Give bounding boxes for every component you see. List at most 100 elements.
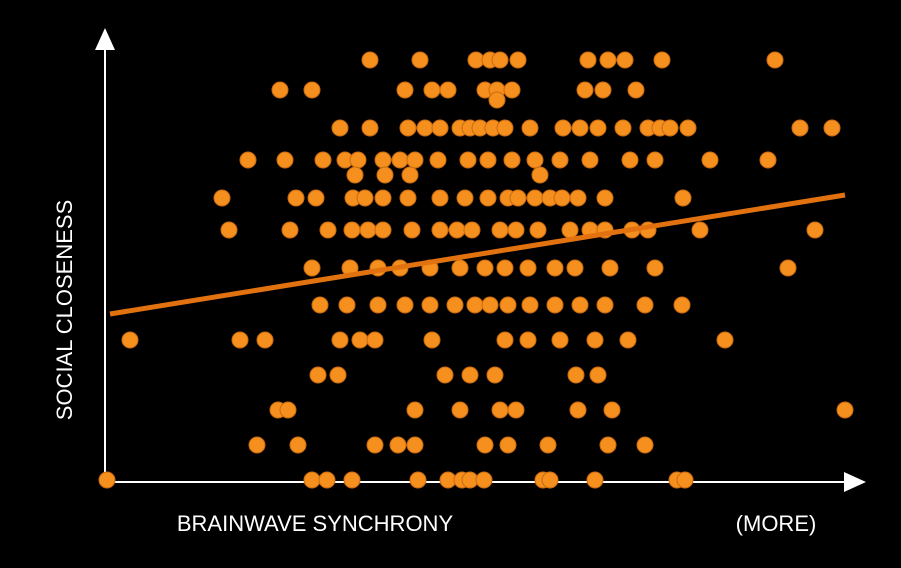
point: [239, 151, 257, 169]
point: [806, 221, 824, 239]
point: [571, 119, 589, 137]
point: [361, 51, 379, 69]
point: [303, 471, 321, 489]
point: [526, 151, 544, 169]
point: [476, 259, 494, 277]
point: [603, 401, 621, 419]
point: [411, 51, 429, 69]
point: [271, 81, 289, 99]
point: [569, 189, 587, 207]
point: [431, 119, 449, 137]
point: [836, 401, 854, 419]
point: [766, 51, 784, 69]
point: [486, 366, 504, 384]
point: [566, 259, 584, 277]
point: [661, 119, 679, 137]
point: [399, 189, 417, 207]
point: [287, 189, 305, 207]
point: [521, 119, 539, 137]
point: [396, 81, 414, 99]
point: [451, 259, 469, 277]
point: [539, 436, 557, 454]
point: [496, 331, 514, 349]
point: [423, 81, 441, 99]
point: [276, 151, 294, 169]
point: [503, 151, 521, 169]
point: [220, 221, 238, 239]
point: [621, 151, 639, 169]
point: [279, 401, 297, 419]
point: [529, 221, 547, 239]
point: [403, 221, 421, 239]
point: [599, 51, 617, 69]
y-axis-arrow: [95, 28, 115, 50]
point: [329, 366, 347, 384]
point: [338, 296, 356, 314]
point: [589, 366, 607, 384]
point: [496, 259, 514, 277]
point: [509, 189, 527, 207]
point: [531, 166, 549, 184]
point: [491, 221, 509, 239]
point: [526, 189, 544, 207]
point: [346, 166, 364, 184]
point: [376, 166, 394, 184]
point: [431, 221, 449, 239]
point: [389, 436, 407, 454]
point: [553, 189, 571, 207]
x-axis-label: BRAINWAVE SYNCHRONY: [177, 511, 454, 536]
point: [581, 151, 599, 169]
point: [507, 221, 525, 239]
point: [399, 119, 417, 137]
point: [636, 436, 654, 454]
point: [507, 401, 525, 419]
point: [396, 296, 414, 314]
point: [479, 151, 497, 169]
point: [366, 436, 384, 454]
point: [674, 189, 692, 207]
point: [576, 81, 594, 99]
point: [491, 51, 509, 69]
point: [488, 91, 506, 109]
point: [451, 401, 469, 419]
point: [596, 189, 614, 207]
point: [421, 296, 439, 314]
point: [614, 119, 632, 137]
point: [616, 51, 634, 69]
point: [571, 296, 589, 314]
point: [599, 436, 617, 454]
point: [416, 119, 434, 137]
point: [303, 259, 321, 277]
point: [303, 81, 321, 99]
point: [589, 119, 607, 137]
point: [309, 366, 327, 384]
point: [541, 471, 559, 489]
point: [369, 296, 387, 314]
point: [569, 401, 587, 419]
point: [503, 81, 521, 99]
point: [231, 331, 249, 349]
point: [499, 436, 517, 454]
point: [653, 51, 671, 69]
point: [98, 471, 116, 489]
point: [779, 259, 797, 277]
point: [343, 471, 361, 489]
point: [823, 119, 841, 137]
point: [567, 366, 585, 384]
point: [791, 119, 809, 137]
point: [448, 221, 466, 239]
point: [481, 296, 499, 314]
point: [463, 221, 481, 239]
point: [431, 189, 449, 207]
point: [479, 189, 497, 207]
point: [446, 296, 464, 314]
point: [601, 259, 619, 277]
point: [409, 471, 427, 489]
point: [475, 471, 493, 489]
point: [374, 221, 392, 239]
point: [356, 189, 374, 207]
point: [307, 189, 325, 207]
point: [586, 331, 604, 349]
point: [406, 436, 424, 454]
